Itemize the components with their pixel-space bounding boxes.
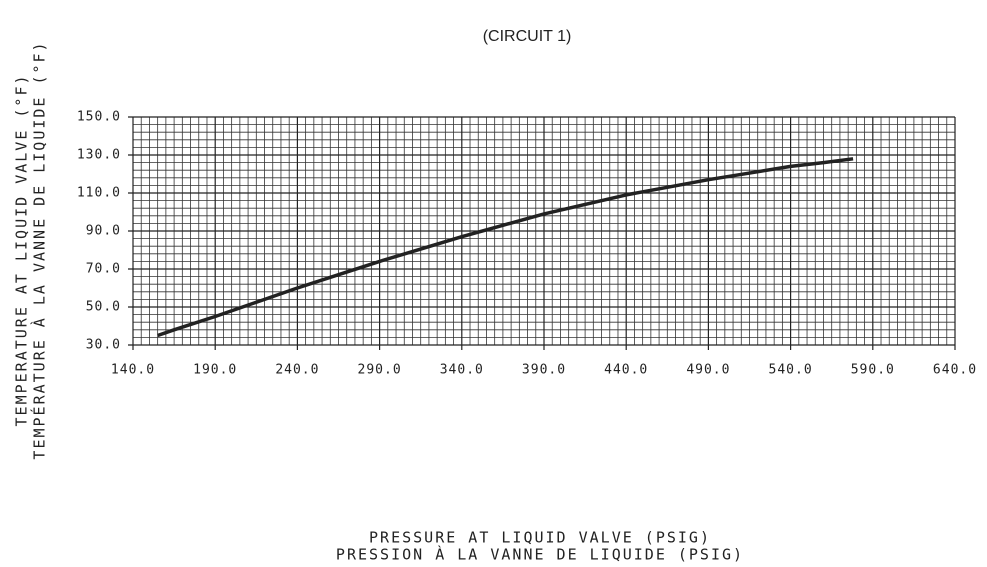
x-tick-label: 340.0 [440,363,484,378]
x-axis-label: PRESSURE AT LIQUID VALVE (PSIG) [369,529,711,547]
y-tick-label: 50.0 [86,300,121,315]
y-tick-label: 70.0 [86,262,121,277]
x-tick-label: 390.0 [522,363,566,378]
x-tick-label: 640.0 [933,363,977,378]
y-tick-label: 30.0 [86,338,121,353]
y-tick-label: 130.0 [77,148,121,163]
data-line [157,157,854,338]
y-tick-label: 150.0 [77,110,121,125]
x-tick-label: 540.0 [769,363,813,378]
x-tick-label: 440.0 [604,363,648,378]
y-tick-label: 110.0 [77,186,121,201]
x-tick-label: 490.0 [686,363,730,378]
chart-title: (CIRCUIT 1) [483,28,572,45]
x-tick-label: 290.0 [358,363,402,378]
x-tick-label: 590.0 [851,363,895,378]
y-axis-label: TEMPÉRATURE À LA VANNE DE LIQUIDE (°F) [30,40,49,459]
x-axis-label: PRESSION À LA VANNE DE LIQUIDE (PSIG) [336,545,744,564]
x-tick-label: 240.0 [275,363,319,378]
y-axis-label: TEMPERATURE AT LIQUID VALVE (°F) [13,74,31,427]
x-tick-label: 140.0 [111,363,155,378]
x-tick-label: 190.0 [193,363,237,378]
y-tick-label: 90.0 [86,224,121,239]
